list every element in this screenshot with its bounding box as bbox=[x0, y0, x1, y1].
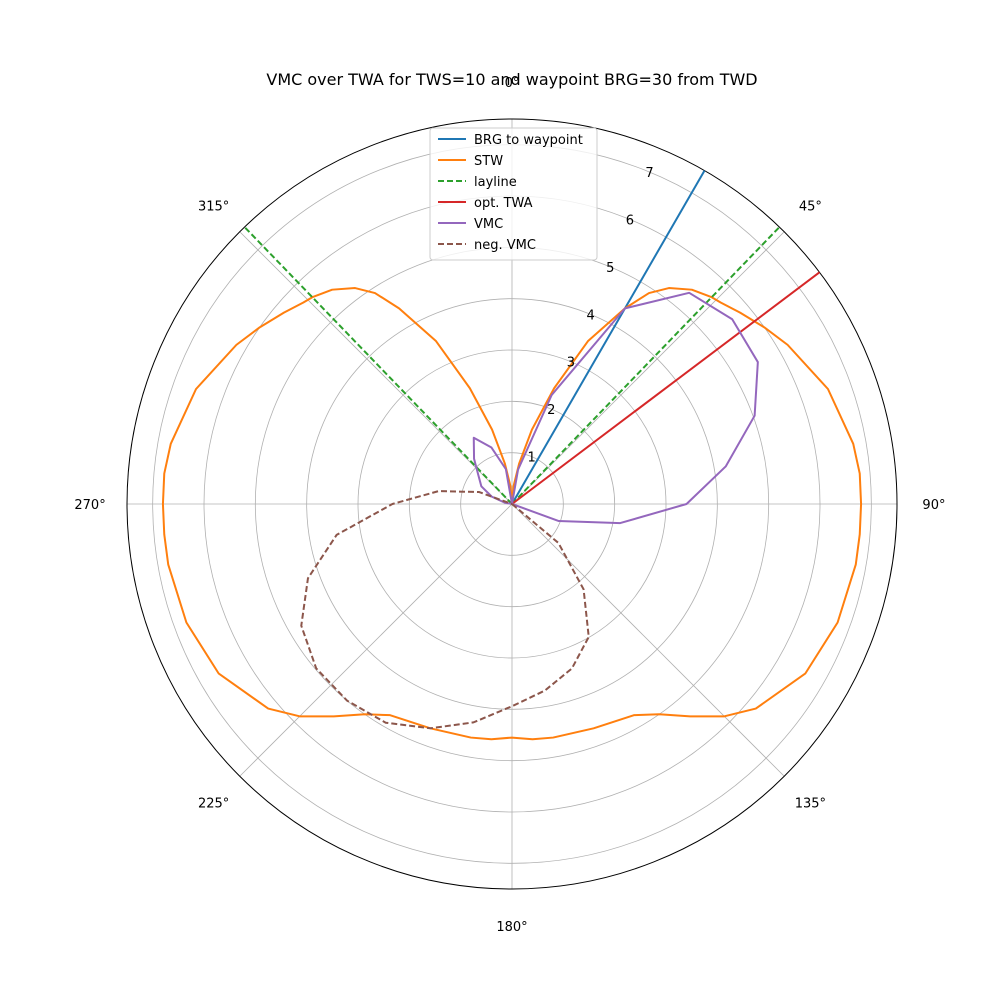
series-layer bbox=[161, 170, 863, 741]
theta-tick-label: 135° bbox=[795, 796, 826, 811]
r-tick-label: 3 bbox=[567, 356, 575, 371]
radial-gridline bbox=[511, 231, 785, 505]
series-line-1 bbox=[161, 287, 863, 741]
legend-label: STW bbox=[474, 154, 503, 169]
radial-ring bbox=[306, 298, 718, 710]
tick-labels: 0° 45° 90° 135° 180° 225° 270° 315° 1 2 3 4 5 6 7 bbox=[74, 76, 945, 935]
theta-tick-label: 270° bbox=[74, 498, 105, 513]
series-line-2 bbox=[511, 226, 781, 505]
chart-title: VMC over TWA for TWS=10 and waypoint BRG… bbox=[266, 70, 757, 89]
legend-label: VMC bbox=[474, 217, 503, 232]
radial-ring bbox=[408, 400, 616, 608]
theta-tick-label: 225° bbox=[198, 796, 229, 811]
series-line-5 bbox=[300, 490, 590, 730]
radial-gridline bbox=[239, 503, 513, 777]
r-tick-label: 5 bbox=[606, 261, 614, 276]
r-tick-label: 1 bbox=[527, 451, 535, 466]
legend-label: BRG to waypoint bbox=[474, 133, 583, 148]
legend-box bbox=[429, 127, 598, 261]
theta-tick-label: 90° bbox=[922, 498, 945, 513]
r-tick-label: 2 bbox=[547, 403, 555, 418]
theta-tick-label: 45° bbox=[799, 200, 822, 215]
legend-label: neg. VMC bbox=[474, 238, 536, 253]
legend-label: layline bbox=[474, 175, 517, 190]
series-line-4 bbox=[472, 291, 759, 525]
series-line-0 bbox=[511, 170, 706, 505]
r-tick-label: 4 bbox=[586, 308, 594, 323]
polar-grid bbox=[126, 118, 898, 890]
theta-tick-label: 0° bbox=[505, 76, 520, 91]
legend-label: opt. TWA bbox=[474, 196, 533, 211]
legend: BRG to waypoint STW layline opt. TWA VMC neg.… bbox=[429, 127, 598, 261]
polar-frame bbox=[126, 118, 898, 890]
r-tick-label: 7 bbox=[645, 166, 653, 181]
radial-ring bbox=[357, 349, 667, 659]
radial-gridline bbox=[511, 503, 785, 777]
theta-tick-label: 315° bbox=[198, 200, 229, 215]
series-line-3 bbox=[511, 271, 821, 505]
r-tick-label: 6 bbox=[626, 213, 634, 228]
radial-gridline bbox=[239, 231, 513, 505]
radial-ring bbox=[460, 452, 564, 556]
theta-tick-label: 180° bbox=[496, 920, 527, 935]
series-line-2 bbox=[243, 226, 513, 505]
